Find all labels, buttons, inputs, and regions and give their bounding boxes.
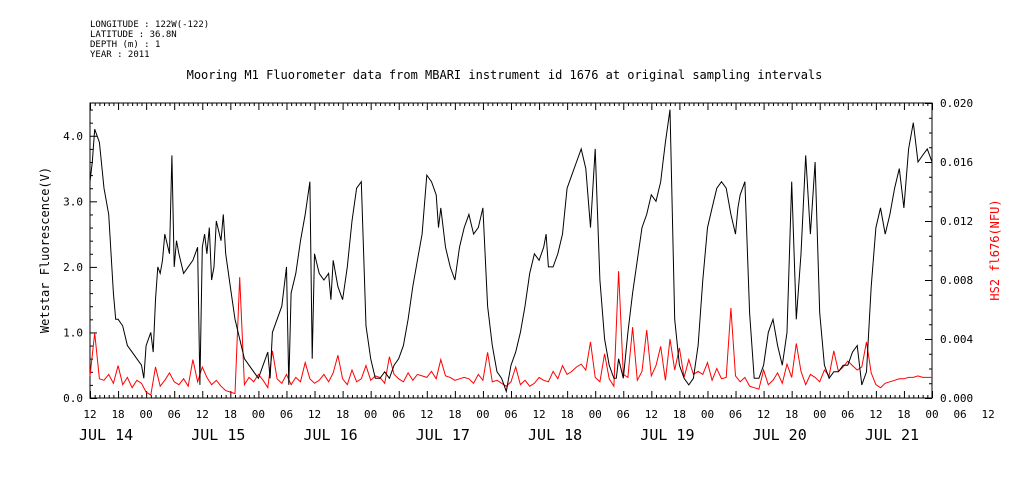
x-tick-label: 12 <box>532 408 545 421</box>
y2-tick-label: 0.000 <box>940 392 973 405</box>
year-label: YEAR : 2011 <box>90 50 150 60</box>
y-tick-label: 4.0 <box>63 130 83 143</box>
x-tick-label: 06 <box>617 408 630 421</box>
longitude-label: LONGITUDE : 122W(-122) <box>90 20 210 30</box>
x-tick-label: 12 <box>83 408 96 421</box>
x-tick-label: 12 <box>869 408 882 421</box>
y-tick-label: 3.0 <box>63 195 83 208</box>
series-lines <box>89 109 933 396</box>
x-tick-label: 12 <box>308 408 321 421</box>
y2-tick-label: 0.020 <box>940 97 973 110</box>
x-tick-label: 12 <box>757 408 770 421</box>
x-tick-label: 06 <box>841 408 854 421</box>
x-tick-label: 00 <box>589 408 602 421</box>
x-tick-label: 12 <box>196 408 209 421</box>
x-tick-label: 06 <box>504 408 517 421</box>
y-axis-label: Wetstar Fluorescence(V) <box>38 167 52 333</box>
x-tick-label: 00 <box>925 408 938 421</box>
series-line-wetstar-fluorescence <box>89 109 933 394</box>
x-tick-label: 00 <box>252 408 265 421</box>
y2-tick-label: 0.004 <box>940 333 973 346</box>
x-tick-label: 00 <box>701 408 714 421</box>
axes: 12 18 00 06 12 18 00 06 12 18 00 06 12 18 00 06 12 18 00 06… <box>63 97 995 444</box>
x-day-label: JUL 18 <box>528 426 582 444</box>
x-tick-label: 06 <box>392 408 405 421</box>
x-tick-label: 06 <box>953 408 966 421</box>
y2-axis-label: HS2 fl676(NFU) <box>988 199 1002 300</box>
x-tick-label: 18 <box>224 408 237 421</box>
x-tick-label: 18 <box>897 408 910 421</box>
x-day-label: JUL 17 <box>416 426 470 444</box>
x-tick-label: 18 <box>673 408 686 421</box>
plot-frame <box>89 102 933 399</box>
x-tick-label: 18 <box>785 408 798 421</box>
y2-tick-label: 0.008 <box>940 274 973 287</box>
x-day-label: JUL 15 <box>191 426 245 444</box>
x-day-label: JUL 21 <box>865 426 919 444</box>
y-tick-label: 2.0 <box>63 261 83 274</box>
x-tick-label: 00 <box>364 408 377 421</box>
x-tick-label: 18 <box>561 408 574 421</box>
x-tick-label: 18 <box>336 408 349 421</box>
x-day-label: JUL 20 <box>753 426 807 444</box>
x-day-label: JUL 14 <box>79 426 133 444</box>
x-tick-label: 12 <box>420 408 433 421</box>
y2-tick-label: 0.016 <box>940 156 973 169</box>
x-tick-label: 06 <box>168 408 181 421</box>
x-tick-label: 06 <box>729 408 742 421</box>
x-day-label: JUL 16 <box>304 426 358 444</box>
x-tick-label: 12 <box>982 408 995 421</box>
y-tick-label: 0.0 <box>63 392 83 405</box>
chart-title: Mooring M1 Fluorometer data from MBARI i… <box>186 68 823 82</box>
x-tick-label: 00 <box>813 408 826 421</box>
latitude-label: LATITUDE : 36.8N <box>90 30 177 40</box>
x-day-label: JUL 19 <box>640 426 694 444</box>
x-tick-label: 06 <box>280 408 293 421</box>
y-tick-label: 1.0 <box>63 326 83 339</box>
depth-label: DEPTH (m) : 1 <box>90 40 161 50</box>
x-tick-label: 18 <box>448 408 461 421</box>
x-tick-label: 12 <box>645 408 658 421</box>
metadata-block: LONGITUDE : 122W(-122) LATITUDE : 36.8N … <box>90 20 209 60</box>
x-tick-label: 00 <box>476 408 489 421</box>
y2-tick-label: 0.012 <box>940 215 973 228</box>
x-tick-label: 18 <box>111 408 124 421</box>
x-tick-label: 00 <box>140 408 153 421</box>
series-line-hs2-fl676 <box>89 271 932 396</box>
